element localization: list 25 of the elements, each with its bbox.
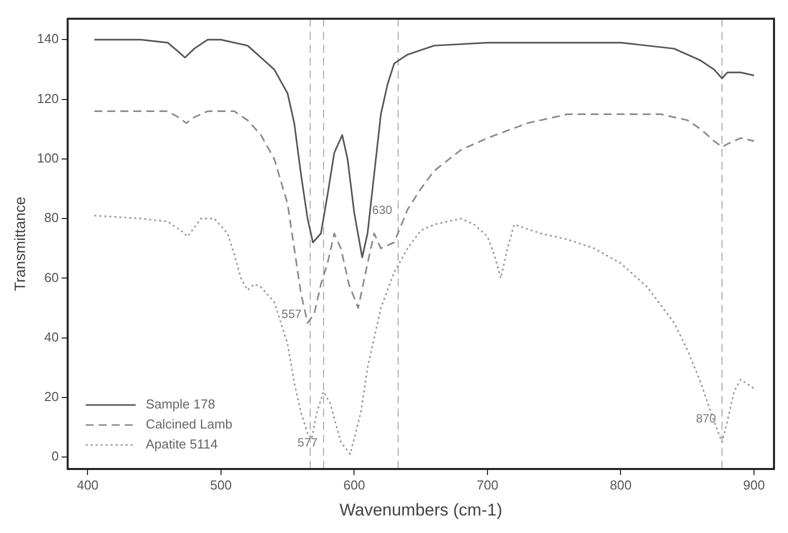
y-tick-label: 80 bbox=[44, 210, 59, 226]
annotation: 630 bbox=[372, 202, 393, 217]
y-tick-label: 0 bbox=[51, 448, 59, 464]
line-series bbox=[94, 110, 755, 324]
y-tick-label: 100 bbox=[36, 150, 59, 166]
y-tick-label: 20 bbox=[44, 389, 59, 404]
y-tick-label: 120 bbox=[36, 90, 59, 106]
y-tick-label: 140 bbox=[36, 31, 59, 46]
x-tick-label: 400 bbox=[76, 477, 99, 492]
x-tick-label: 900 bbox=[743, 477, 765, 492]
legend-label: Apatite 5114 bbox=[146, 436, 218, 452]
x-tick-label: 800 bbox=[610, 477, 632, 492]
annotation: 870 bbox=[696, 412, 716, 426]
y-tick-label: 40 bbox=[44, 329, 59, 344]
x-axis-title: Wavenumbers (cm-1) bbox=[339, 500, 502, 520]
y-tick-label: 60 bbox=[44, 270, 59, 285]
annotation: 577 bbox=[298, 435, 318, 450]
x-tick-label: 700 bbox=[476, 477, 498, 492]
legend-label: Calcined Lamb bbox=[146, 416, 232, 432]
legend-label: Sample 178 bbox=[146, 396, 216, 412]
line-series bbox=[94, 214, 755, 455]
x-tick-label: 500 bbox=[210, 477, 232, 492]
annotation: 557 bbox=[282, 307, 302, 322]
x-tick-label: 600 bbox=[343, 477, 366, 492]
y-axis-title: Transmittance bbox=[12, 196, 30, 292]
